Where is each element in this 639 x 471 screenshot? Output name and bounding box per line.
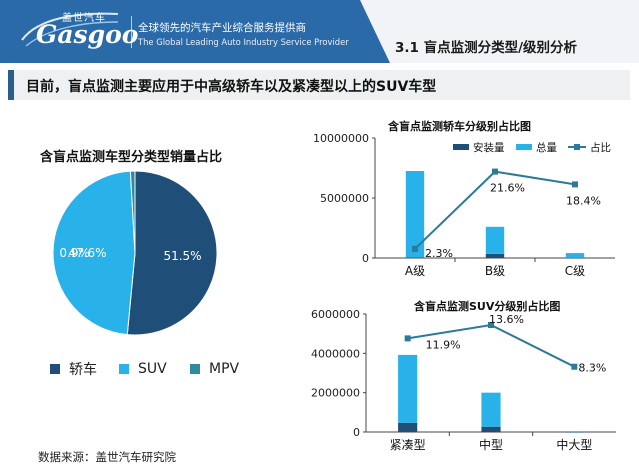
suv-chart-ratio-point (404, 335, 411, 342)
header-separator (131, 16, 132, 48)
suv-chart-bar-installed (398, 422, 418, 432)
section-title: 3.1 盲点监测分类型/级别分析 (395, 40, 578, 56)
legend-item-mpv: MPV (190, 359, 239, 379)
sedan-chart-ytick-label: 5000000 (320, 192, 369, 205)
suv-chart-title: 含盲点监测SUV分级别占比图 (413, 299, 560, 313)
suv-chart-ytick-label: 0 (353, 426, 360, 439)
suv-chart-xtick-label: 中大型 (556, 437, 592, 452)
sedan-chart-title: 含盲点监测轿车分级别占比图 (387, 119, 531, 133)
legend-label-sedan: 轿车 (69, 362, 97, 378)
sedan-chart-ratio-point (492, 168, 498, 175)
pie-slice-suv (52, 170, 136, 336)
gasgoo-logo-icon (21, 12, 119, 47)
sedan-chart-ytick-label: 0 (362, 252, 369, 265)
suv-chart-xtick-label: 紧凑型 (390, 438, 426, 452)
tagline-en: The Global Leading Auto Industry Service… (138, 37, 349, 47)
sedan-chart-xtick-label: B级 (485, 264, 505, 278)
legend-swatch-mpv (190, 364, 200, 374)
sedan-chart-bar-installed (565, 257, 585, 259)
page-header: 盖世汽车 Gasgoo 全球领先的汽车产业综合服务提供商 The Global … (0, 0, 639, 63)
sedan-chart-xtick-label: A级 (405, 264, 425, 278)
sedan-chart-bar-total (565, 253, 585, 258)
legend-swatch-suv (119, 364, 129, 374)
bar-line-charts: 含盲点监测轿车分级别占比图 0 5000000 10000000 A级 B级 C级 2.3% 2… (311, 119, 616, 452)
sedan-legend-label-installed: 安装量 (473, 141, 505, 154)
sedan-legend-label-ratio: 占比 (590, 141, 611, 154)
sedan-chart-bar-installed (485, 253, 505, 258)
legend-label-suv: SUV (138, 361, 167, 377)
suv-chart-ytick-label: 6000000 (311, 308, 360, 321)
sedan-legend-swatch-total (516, 144, 532, 150)
suv-chart-bar-total (564, 431, 584, 432)
brand-name-en: Gasgoo (36, 20, 139, 49)
pie-label-suv: 47.6% (68, 246, 106, 260)
sedan-legend-swatch-installed (453, 144, 469, 150)
pie-slice-mpv (129, 170, 136, 254)
suv-chart-ratio-point (571, 363, 578, 370)
sedan-chart-bar-total (485, 226, 505, 254)
pie-chart: 51.5% 47.6%0.9% (52, 170, 218, 336)
suv-chart-xtick-label: 中型 (479, 437, 503, 452)
sedan-chart-ytick-label: 10000000 (313, 132, 369, 145)
sedan-chart-ratio-label: 2.3% (425, 247, 453, 260)
legend-label-mpv: MPV (209, 361, 240, 377)
subtitle-bar (8, 70, 630, 100)
pie-slice-sedan (126, 170, 218, 336)
pie-chart-title: 含盲点监测车型分类型销量占比 (40, 150, 223, 165)
suv-chart-bar-installed (481, 426, 501, 432)
suv-chart-ytick-label: 2000000 (311, 387, 360, 400)
header-title-area (360, 0, 639, 63)
sedan-legend-label-total: 总量 (536, 141, 557, 154)
sedan-chart-ratio-label: 18.4% (566, 194, 601, 207)
brand-name-cn: 盖世汽车 (62, 13, 106, 24)
suv-chart-ratio-point (488, 322, 494, 329)
sedan-chart-bar-installed (405, 257, 425, 258)
header-divider-shape (330, 0, 390, 63)
suv-chart-ratio-label: 13.6% (489, 313, 524, 326)
suv-chart-bar-installed (564, 431, 584, 433)
suv-chart-ratio-label: 11.9% (426, 338, 461, 351)
suv-chart-ytick-label: 4000000 (311, 347, 360, 360)
pie-label-mpv: 0.9% (59, 246, 90, 260)
sedan-chart-ratio-label: 21.6% (490, 182, 525, 195)
pie-label-sedan: 51.5% (163, 249, 201, 263)
sedan-chart-xtick-label: C级 (565, 264, 585, 278)
sedan-chart-ratio-point (572, 181, 578, 188)
sedan-chart-bar-total (405, 171, 425, 258)
sedan-legend-marker-ratio (574, 144, 580, 150)
data-source: 数据来源：盖世汽车研究院 (38, 450, 176, 464)
legend-swatch-sedan (50, 364, 60, 374)
page-subtitle: 目前，盲点监测主要应用于中高级轿车以及紧凑型以上的SUV车型 (26, 79, 437, 95)
sedan-chart-ratio-point (412, 245, 418, 252)
suv-chart-bar-total (481, 392, 501, 427)
suv-chart-bar-total (398, 354, 418, 423)
legend-item-sedan: 轿车 (50, 359, 97, 379)
legend-item-suv: SUV (119, 359, 167, 379)
tagline-cn: 全球领先的汽车产业综合服务提供商 (138, 22, 306, 34)
suv-chart-ratio-label: 8.3% (578, 362, 606, 375)
header-brand-band (0, 0, 360, 63)
